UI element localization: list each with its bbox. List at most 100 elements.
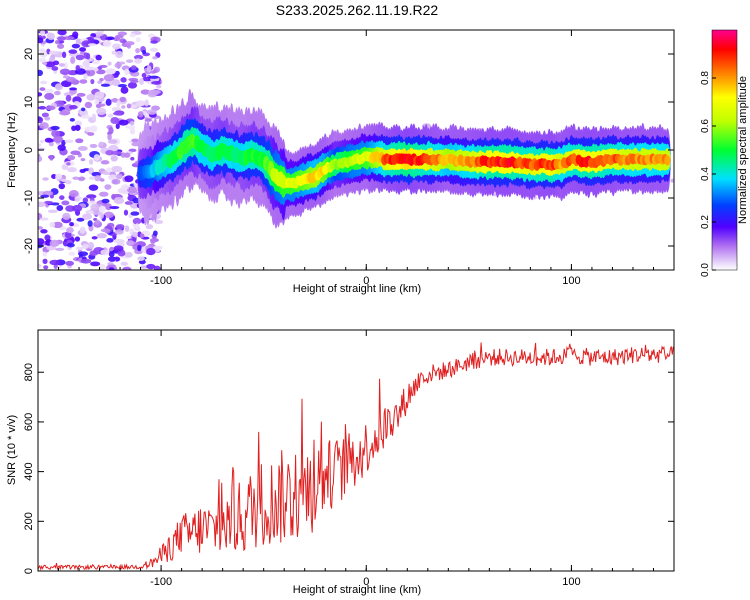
noise-blob <box>123 209 129 216</box>
noise-blob <box>132 217 142 225</box>
noise-blob <box>74 124 81 131</box>
noise-blob <box>139 233 145 239</box>
noise-blob <box>139 77 144 86</box>
noise-blob <box>107 133 112 141</box>
noise-blob <box>107 61 112 66</box>
noise-blob <box>93 154 100 161</box>
noise-blob <box>105 98 112 106</box>
noise-blob <box>66 162 71 166</box>
noise-blob <box>72 31 79 38</box>
noise-blob <box>153 265 161 270</box>
snr-ytick-label: 400 <box>23 462 35 480</box>
noise-blob <box>67 155 76 161</box>
noise-blob <box>137 256 145 261</box>
noise-blob <box>115 173 123 180</box>
noise-blob <box>54 83 62 89</box>
noise-blob <box>137 111 144 118</box>
noise-blob <box>112 111 122 116</box>
noise-blob <box>120 77 127 83</box>
noise-blob <box>39 48 46 52</box>
noise-blob <box>47 138 55 143</box>
noise-blob <box>129 33 136 38</box>
noise-blob <box>45 61 56 68</box>
noise-blob <box>129 127 136 135</box>
noise-blob <box>39 87 46 91</box>
noise-blob <box>141 72 147 78</box>
noise-blob <box>117 84 127 88</box>
noise-blob <box>146 109 157 115</box>
noise-blob <box>151 80 161 85</box>
noise-blob <box>124 68 130 75</box>
noise-blob <box>87 200 97 205</box>
noise-blob <box>116 100 121 108</box>
noise-blob <box>94 175 102 182</box>
noise-blob <box>68 104 78 110</box>
colorbar-frame <box>711 29 738 271</box>
noise-blob <box>114 62 122 69</box>
noise-blob <box>70 150 81 155</box>
noise-blob <box>38 116 44 124</box>
noise-blob <box>59 110 71 116</box>
noise-blob <box>84 126 93 132</box>
noise-blob <box>150 40 158 44</box>
noise-blob <box>105 203 112 211</box>
noise-blob <box>120 152 126 158</box>
noise-blob <box>74 197 81 202</box>
noise-blob <box>93 67 99 72</box>
snr-panel: -100 0 100 0 200 400 600 800 Height of straight… <box>6 329 675 596</box>
snr-ytick-label: 600 <box>23 413 35 431</box>
noise-blob <box>101 198 110 204</box>
noise-blob <box>90 125 98 133</box>
noise-blob <box>120 184 130 191</box>
noise-blob <box>86 93 96 101</box>
noise-blob <box>42 61 48 66</box>
noise-blob <box>87 132 95 136</box>
noise-blob <box>119 96 127 103</box>
noise-blob <box>84 101 93 109</box>
noise-blob <box>48 50 60 55</box>
noise-blob <box>83 52 89 59</box>
noise-blob <box>142 49 147 55</box>
noise-blob <box>92 59 100 65</box>
noise-blob <box>61 200 70 206</box>
noise-blob <box>80 258 92 264</box>
noise-blob <box>127 82 138 89</box>
noise-blob <box>149 47 159 52</box>
noise-blob <box>68 49 78 54</box>
noise-blob <box>124 225 130 232</box>
noise-blob <box>126 103 132 109</box>
noise-blob <box>150 238 156 244</box>
noise-blob <box>111 50 116 55</box>
noise-blob <box>79 226 86 235</box>
noise-blob <box>88 176 96 180</box>
noise-blob <box>124 201 133 205</box>
noise-blob <box>126 43 131 49</box>
noise-blob <box>63 62 68 70</box>
noise-blob <box>82 213 93 220</box>
noise-blob <box>107 36 115 41</box>
colorbar-tick-label: 0.4 <box>700 167 711 181</box>
noise-blob <box>38 226 43 230</box>
noise-blob <box>40 30 46 37</box>
noise-blob <box>61 139 66 146</box>
faint-blob <box>670 178 674 183</box>
noise-blob <box>146 247 156 256</box>
noise-blob <box>57 36 66 41</box>
noise-blob <box>89 159 94 165</box>
noise-blob <box>115 50 124 59</box>
noise-blob <box>107 256 117 262</box>
noise-blob <box>128 148 137 153</box>
noise-blob <box>134 58 142 64</box>
noise-blob <box>79 168 86 173</box>
spectrogram-ytick-label: -20 <box>23 238 35 254</box>
noise-blob <box>108 250 115 258</box>
noise-blob <box>100 228 111 233</box>
noise-blob <box>54 247 65 252</box>
noise-blob <box>66 242 75 248</box>
noise-blob <box>140 89 151 95</box>
noise-blob <box>99 77 104 82</box>
noise-blob <box>145 224 154 230</box>
noise-blob <box>125 125 136 129</box>
noise-blob <box>130 156 135 161</box>
